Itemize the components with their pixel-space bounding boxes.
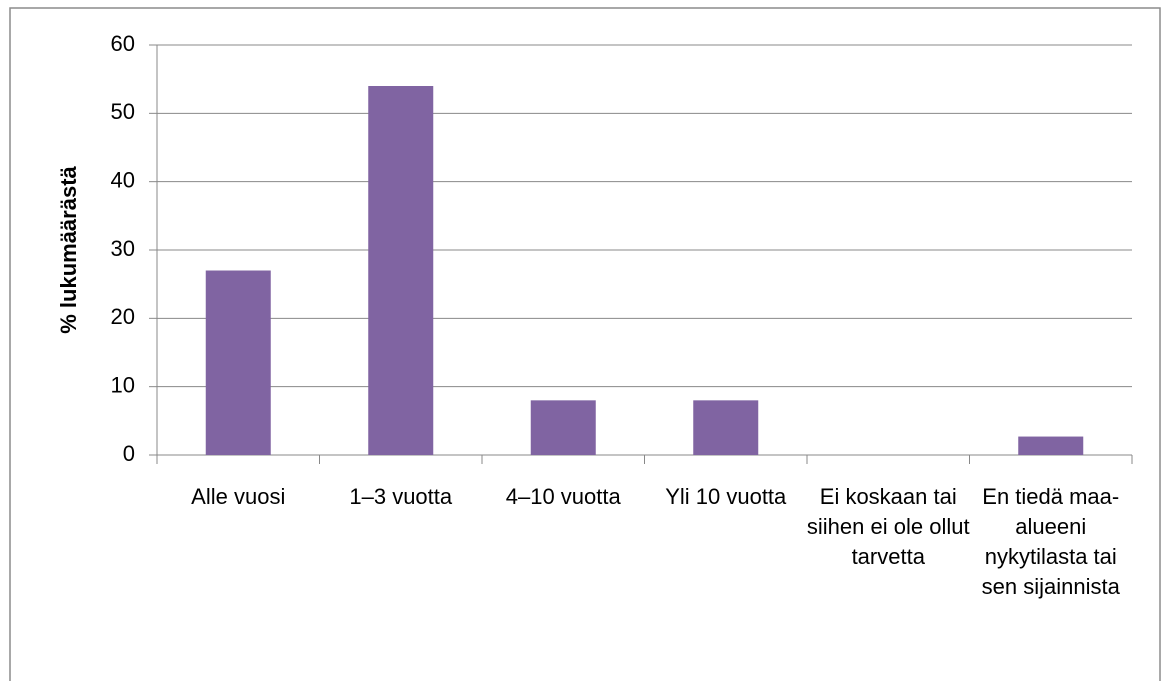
bar [530, 400, 596, 455]
y-tick-label: 50 [111, 99, 135, 124]
x-tick-label: Yli 10 vuotta [665, 484, 787, 509]
y-tick-label: 40 [111, 167, 135, 192]
chart-frame [9, 7, 1161, 681]
y-tick-label: 30 [111, 236, 135, 261]
y-axis-label: % lukumäärästä [56, 165, 81, 333]
x-tick-label: 1–3 vuotta [349, 484, 453, 509]
bar [1018, 436, 1084, 455]
y-tick-label: 0 [123, 441, 135, 466]
y-tick-label: 10 [111, 372, 135, 397]
x-tick-label: 4–10 vuotta [505, 484, 621, 509]
x-tick-label: En tiedä maa-alueeni nykytilasta tai sen… [981, 484, 1120, 599]
bar [693, 400, 759, 455]
x-tick-label: Alle vuosi [191, 484, 286, 509]
bar [368, 86, 434, 455]
bar [205, 270, 271, 455]
y-tick-label: 60 [111, 31, 135, 56]
x-tick-label: Ei koskaan tai siihen ei ole ollut tarve… [806, 484, 970, 569]
y-tick-label: 20 [111, 304, 135, 329]
